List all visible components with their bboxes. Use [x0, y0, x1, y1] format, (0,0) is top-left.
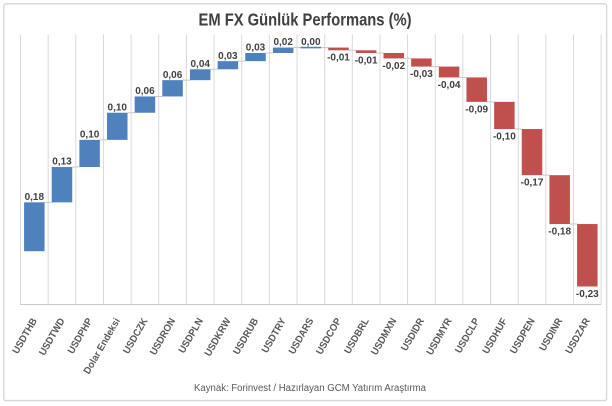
svg-text:0,06: 0,06: [135, 86, 155, 97]
svg-text:0,06: 0,06: [163, 70, 183, 81]
svg-text:0,04: 0,04: [190, 59, 210, 70]
svg-text:-0,04: -0,04: [438, 80, 461, 91]
svg-text:-0,01: -0,01: [327, 53, 350, 64]
svg-text:-0,18: -0,18: [548, 226, 571, 237]
svg-text:-0,23: -0,23: [576, 289, 599, 300]
svg-text:-0,02: -0,02: [382, 61, 405, 72]
svg-text:-0,09: -0,09: [465, 104, 488, 115]
svg-text:Kaynak: Forinvest / Hazırlayan: Kaynak: Forinvest / Hazırlayan GCM Yatır…: [194, 383, 427, 394]
svg-text:0,13: 0,13: [52, 157, 72, 168]
svg-text:0,00: 0,00: [301, 37, 321, 48]
svg-text:0,10: 0,10: [80, 129, 100, 140]
svg-text:0,18: 0,18: [25, 192, 45, 203]
svg-text:0,03: 0,03: [218, 51, 238, 62]
svg-text:0,03: 0,03: [246, 43, 266, 54]
svg-text:EM FX Günlük Performans (%): EM FX Günlük Performans (%): [199, 10, 412, 30]
svg-text:0,02: 0,02: [273, 37, 293, 48]
svg-text:0,10: 0,10: [108, 102, 128, 113]
svg-text:-0,10: -0,10: [493, 131, 516, 142]
svg-text:-0,03: -0,03: [410, 69, 433, 80]
svg-text:-0,01: -0,01: [355, 55, 378, 66]
svg-text:-0,17: -0,17: [521, 178, 544, 189]
